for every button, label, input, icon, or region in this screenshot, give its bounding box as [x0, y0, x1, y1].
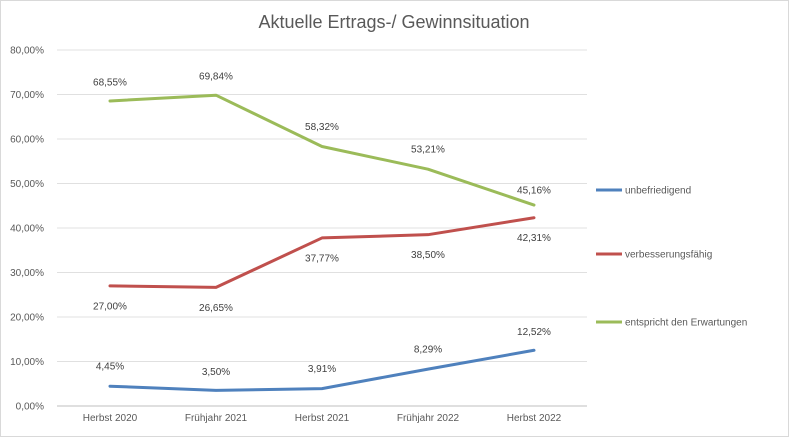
data-label: 3,50%: [202, 367, 230, 378]
data-label: 8,29%: [414, 345, 442, 356]
data-label: 45,16%: [517, 186, 551, 197]
y-tick-label: 20,00%: [10, 313, 44, 324]
data-label: 12,52%: [517, 327, 551, 338]
y-tick-label: 40,00%: [10, 224, 44, 235]
data-labels: 4,45% 3,50% 3,91% 8,29% 12,52% 27,00% 26,65% 37…: [93, 72, 551, 378]
chart-title: Aktuelle Ertrags-/ Gewinnsituation: [258, 12, 529, 32]
x-tick-label: Herbst 2021: [295, 413, 350, 424]
series-line: [108, 216, 536, 289]
y-tick-label: 60,00%: [10, 135, 44, 146]
series-line: [108, 348, 536, 392]
data-label: 3,91%: [308, 364, 336, 375]
data-label: 69,84%: [199, 72, 233, 83]
y-tick-label: 50,00%: [10, 179, 44, 190]
data-label: 42,31%: [517, 233, 551, 244]
x-tick-label: Herbst 2022: [507, 413, 562, 424]
data-label: 38,50%: [411, 250, 445, 261]
data-label: 26,65%: [199, 303, 233, 314]
data-label: 37,77%: [305, 253, 339, 264]
x-tick-label: Frühjahr 2021: [185, 413, 248, 424]
data-label: 4,45%: [96, 362, 124, 373]
gridlines: [57, 49, 587, 407]
data-label: 68,55%: [93, 77, 127, 88]
y-tick-label: 30,00%: [10, 268, 44, 279]
x-axis: Herbst 2020 Frühjahr 2021 Herbst 2021 Frühj…: [83, 413, 562, 424]
x-tick-label: Frühjahr 2022: [397, 413, 460, 424]
series-lines: [108, 93, 536, 392]
y-tick-label: 70,00%: [10, 90, 44, 101]
data-label: 58,32%: [305, 122, 339, 133]
y-tick-label: 10,00%: [10, 357, 44, 368]
data-label: 53,21%: [411, 145, 445, 156]
legend-label: verbesserungsfähig: [625, 250, 712, 261]
legend: unbefriedigend verbesserungsfähig entspric…: [596, 186, 747, 329]
x-tick-label: Herbst 2020: [83, 413, 138, 424]
legend-label: unbefriedigend: [625, 186, 691, 197]
y-tick-label: 80,00%: [10, 46, 44, 57]
series-line: [108, 93, 536, 207]
data-label: 27,00%: [93, 301, 127, 312]
y-axis: 0,00% 10,00% 20,00% 30,00% 40,00% 50,00% 60,00…: [10, 46, 44, 413]
legend-label: entspricht den Erwartungen: [625, 318, 747, 329]
y-tick-label: 0,00%: [16, 402, 44, 413]
